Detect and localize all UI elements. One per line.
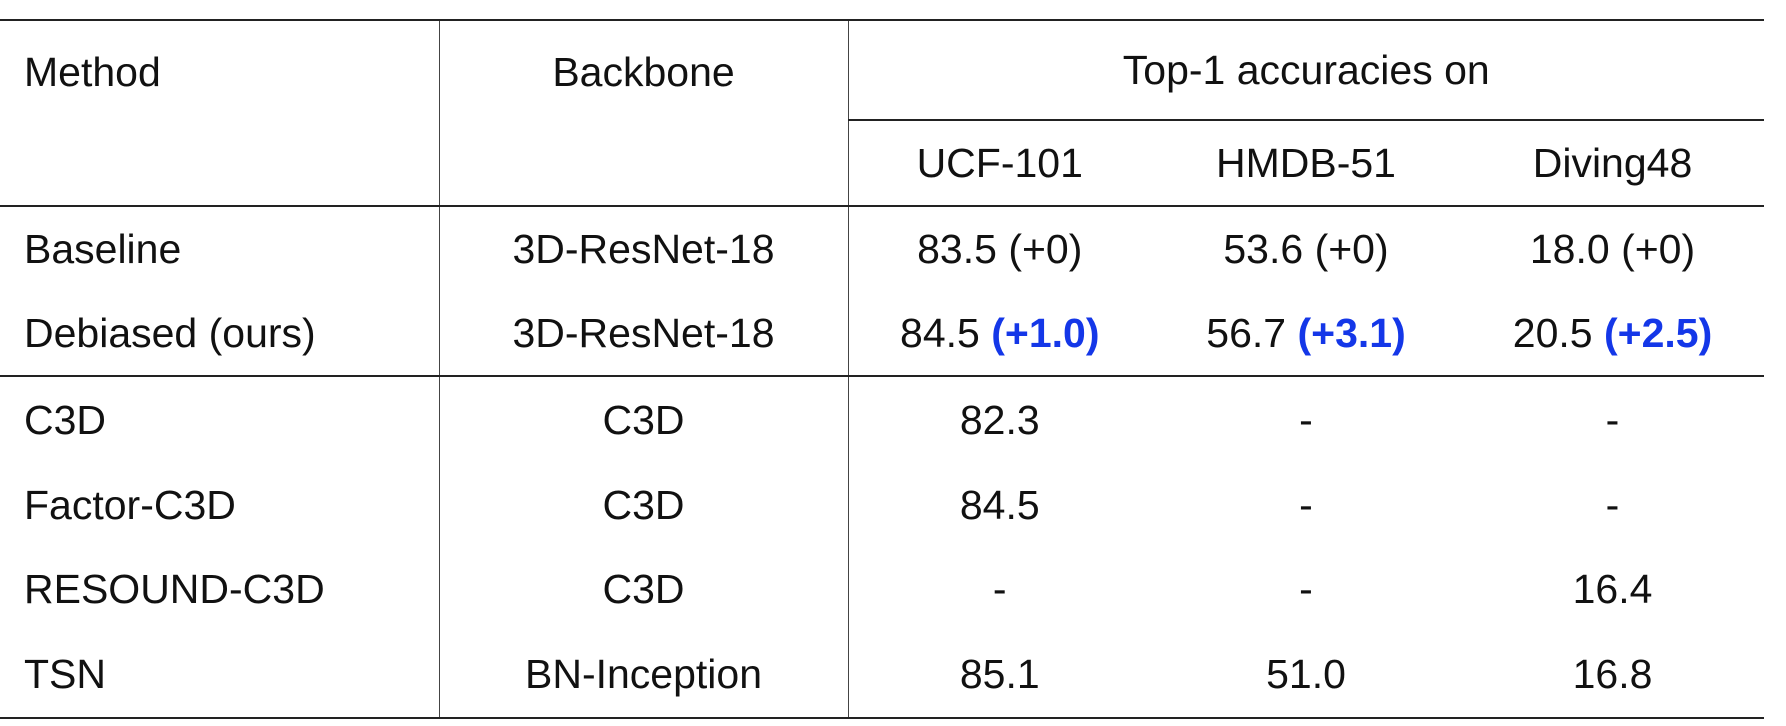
cell-backbone: 3D-ResNet-18: [439, 291, 849, 376]
accuracy-value: 16.8: [1572, 650, 1653, 697]
accuracy-value: 20.5: [1512, 309, 1593, 356]
accuracy-value: 56.7: [1206, 309, 1287, 356]
cell-method: Factor-C3D: [0, 463, 440, 547]
accuracy-delta: (+2.5): [1603, 309, 1713, 356]
accuracy-value: -: [1299, 396, 1313, 443]
table-body: Baseline 3D-ResNet-18 83.5 (+0) 53.6 (+0) 18…: [0, 205, 1765, 719]
table-row: Debiased (ours) 3D-ResNet-18 84.5 (+1.0) 56…: [0, 291, 1764, 376]
accuracy-value: -: [1299, 481, 1313, 528]
cell-ucf101: -: [848, 547, 1151, 631]
accuracy-value: 84.5: [959, 481, 1040, 528]
cell-hmdb51: -: [1151, 547, 1461, 631]
cell-backbone: C3D: [439, 463, 849, 547]
cell-ucf101: 84.5: [848, 463, 1151, 547]
cell-diving48: -: [1461, 375, 1765, 463]
accuracy-value: 82.3: [959, 396, 1040, 443]
header-dataset-ucf101: UCF-101: [848, 119, 1151, 206]
cell-method: RESOUND-C3D: [0, 547, 440, 631]
accuracy-delta: (+0): [1314, 225, 1389, 272]
accuracy-value: -: [1605, 396, 1620, 443]
accuracy-value: -: [1299, 565, 1313, 612]
cell-method: C3D: [0, 375, 440, 463]
accuracy-value: 83.5: [917, 225, 997, 272]
accuracy-value: 51.0: [1266, 650, 1346, 697]
cell-diving48: 20.5 (+2.5): [1461, 291, 1764, 376]
accuracy-value: 18.0: [1529, 225, 1610, 272]
cell-backbone: C3D: [439, 375, 849, 463]
cell-hmdb51: 53.6 (+0): [1151, 205, 1461, 291]
accuracy-delta: (+0): [1008, 225, 1083, 272]
accuracy-value: 53.6: [1223, 225, 1304, 272]
cell-ucf101: 84.5 (+1.0): [848, 291, 1151, 376]
results-table: Method Backbone Top-1 accuracies on UCF-…: [0, 19, 1765, 719]
cell-diving48: 18.0 (+0): [1461, 205, 1765, 291]
cell-hmdb51: -: [1151, 463, 1461, 547]
accuracy-delta: (+0): [1621, 225, 1696, 272]
table-row: TSN BN-Inception 85.1 51.0 16.8: [0, 631, 1765, 719]
cell-ucf101: 85.1: [848, 631, 1151, 719]
cell-diving48: 16.8: [1461, 631, 1765, 719]
cell-diving48: 16.4: [1461, 547, 1764, 631]
table-row: Baseline 3D-ResNet-18 83.5 (+0) 53.6 (+0) 18…: [0, 205, 1765, 291]
cell-method: Debiased (ours): [0, 291, 440, 376]
cell-hmdb51: 51.0: [1151, 631, 1461, 719]
header-dataset-hmdb51: HMDB-51: [1151, 119, 1461, 206]
accuracy-delta: (+3.1): [1297, 309, 1406, 356]
cell-hmdb51: 56.7 (+3.1): [1151, 291, 1461, 376]
table-row: Factor-C3D C3D 84.5 - -: [0, 463, 1764, 547]
header-group: Top-1 accuracies on: [848, 19, 1765, 120]
cell-backbone: C3D: [439, 547, 849, 631]
accuracy-delta: (+1.0): [991, 309, 1100, 356]
accuracy-value: 85.1: [959, 650, 1040, 697]
accuracy-value: 16.4: [1572, 565, 1653, 612]
header-method: Method: [0, 19, 440, 206]
header-dataset-diving48: Diving48: [1461, 119, 1765, 206]
table-row: RESOUND-C3D C3D - - 16.4: [0, 547, 1764, 631]
accuracy-value: -: [1605, 481, 1620, 528]
cell-method: TSN: [0, 631, 440, 719]
accuracy-value: -: [992, 565, 1007, 612]
cell-method: Baseline: [0, 205, 440, 291]
header-backbone: Backbone: [439, 19, 849, 206]
header-row-top: Method Backbone Top-1 accuracies on: [0, 19, 1765, 206]
cell-ucf101: 83.5 (+0): [848, 205, 1151, 291]
cell-backbone: BN-Inception: [439, 631, 849, 719]
cell-backbone: 3D-ResNet-18: [439, 205, 849, 291]
cell-hmdb51: -: [1151, 375, 1461, 463]
cell-ucf101: 82.3: [848, 375, 1151, 463]
cell-diving48: -: [1461, 463, 1764, 547]
header-row-datasets: UCF-101 HMDB-51 Diving48: [0, 119, 1765, 206]
accuracy-value: 84.5: [900, 309, 980, 356]
table-row: C3D C3D 82.3 - -: [0, 375, 1765, 463]
